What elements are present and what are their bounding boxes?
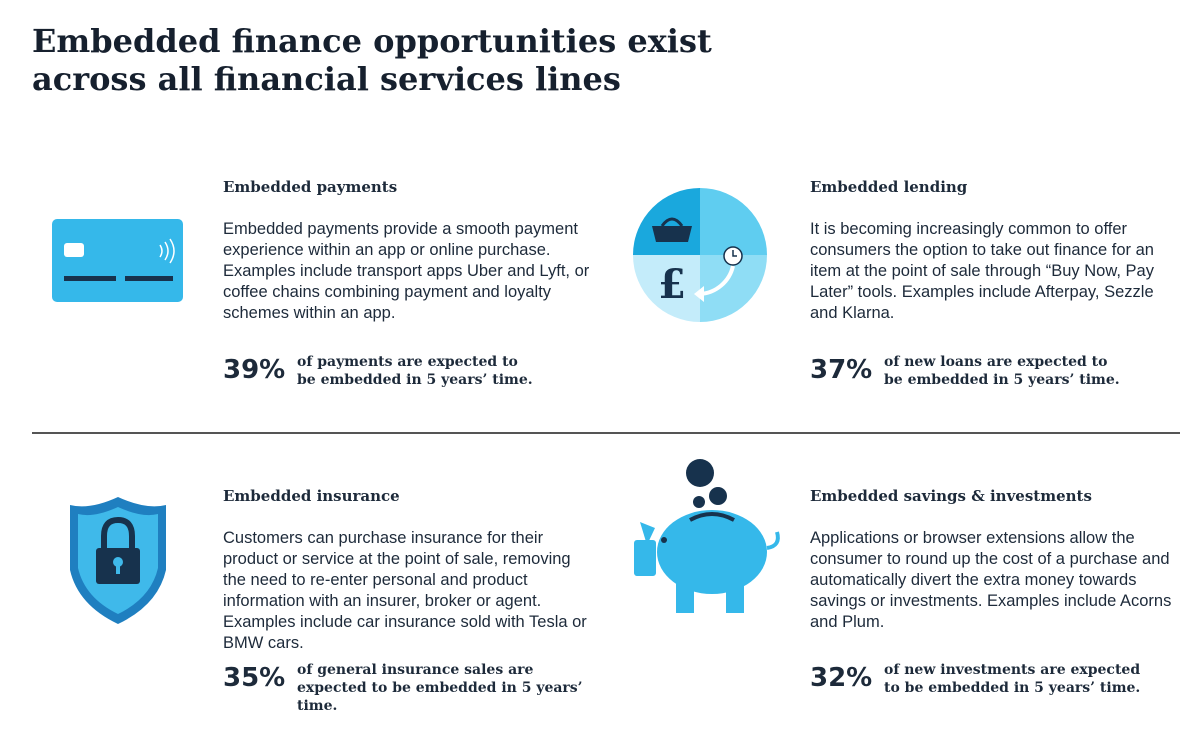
shield-icon: [70, 497, 166, 624]
section: Embedded payments Embedded payments prov…: [223, 177, 593, 324]
stat-value: 39%: [223, 355, 286, 385]
stat-value: 35%: [223, 663, 286, 693]
stat-text: of new loans are expected to be embedded…: [884, 354, 1120, 388]
stat-value: 32%: [810, 663, 873, 693]
section-heading: Embedded savings & investments: [810, 487, 1092, 505]
stat: 37% of new loans are expected to be embe…: [810, 353, 1124, 389]
section: Embedded lending It is becoming increasi…: [810, 177, 1180, 324]
stat-text: of payments are expected to be embedded …: [297, 354, 533, 388]
svg-text:£: £: [658, 261, 686, 308]
card-icon: [52, 219, 183, 302]
section-heading: Embedded lending: [810, 178, 968, 196]
stat: 35% of general insurance sales are expec…: [223, 661, 592, 715]
section-body: Embedded payments provide a smooth payme…: [223, 220, 590, 322]
lending-icon: £: [633, 188, 767, 322]
section-body: Applications or browser extensions allow…: [810, 529, 1172, 631]
section: Embedded insurance Customers can purchas…: [223, 486, 593, 654]
section-heading: Embedded insurance: [223, 487, 400, 505]
stat-text: of general insurance sales are expected …: [297, 662, 583, 714]
section: Embedded savings & investments Applicati…: [810, 486, 1180, 633]
title: Embedded finance opportunities exist acr…: [32, 22, 712, 98]
stat-text: of new investments are expected to be em…: [884, 662, 1141, 696]
stat: 32% of new investments are expected to b…: [810, 661, 1154, 697]
stat-value: 37%: [810, 355, 873, 385]
divider: [32, 432, 1180, 434]
stat: 39% of payments are expected to be embed…: [223, 353, 537, 389]
piggy-icon: [634, 459, 780, 613]
section-heading: Embedded payments: [223, 178, 398, 196]
section-body: Customers can purchase insurance for the…: [223, 529, 587, 652]
section-body: It is becoming increasingly common to of…: [810, 220, 1154, 322]
